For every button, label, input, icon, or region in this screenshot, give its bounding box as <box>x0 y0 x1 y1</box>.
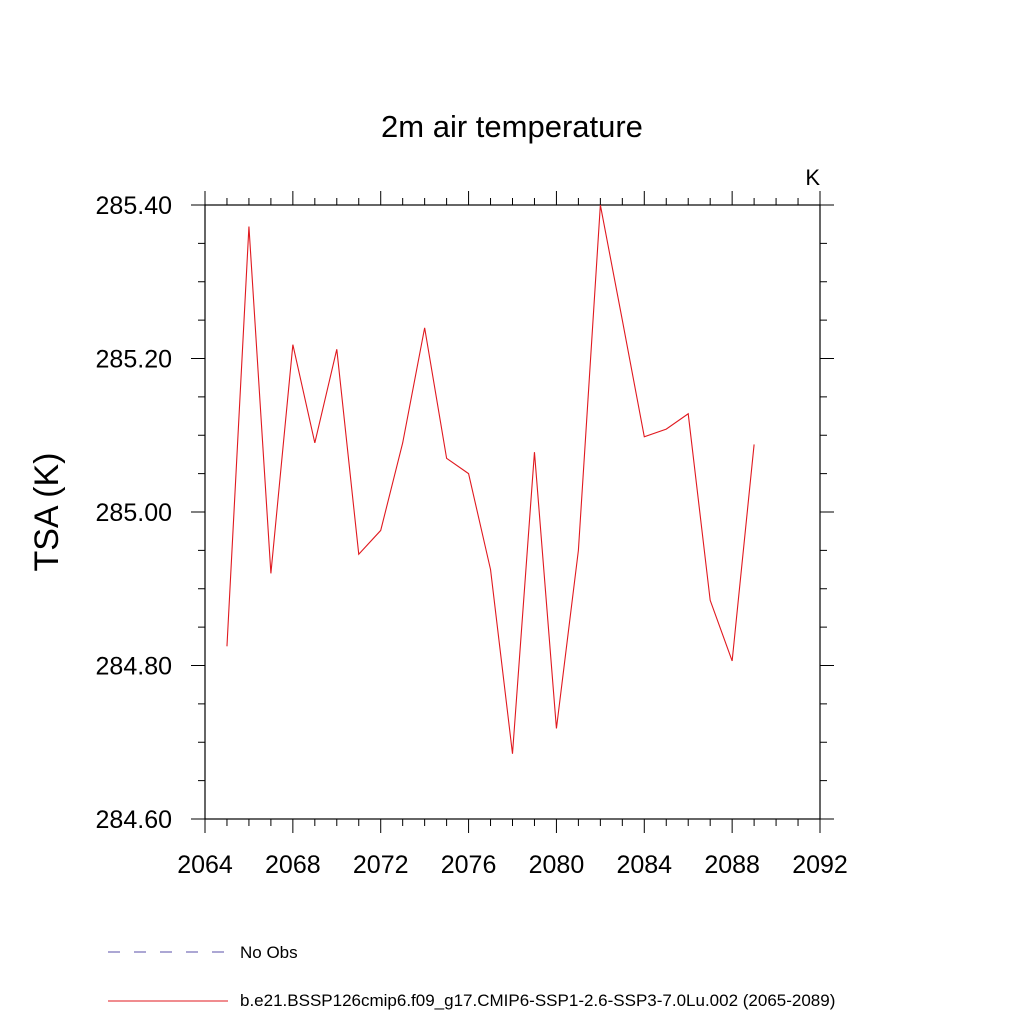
data-point <box>335 348 338 351</box>
y-ticks: 284.60 284.80 285.00 285.20 285.40 <box>96 192 834 834</box>
data-point <box>577 549 580 552</box>
data-point <box>423 326 426 329</box>
data-point <box>357 553 360 556</box>
data-point <box>445 457 448 460</box>
y-tick-label: 284.60 <box>96 806 172 834</box>
data-point <box>687 412 690 415</box>
y-tick-label: 285.20 <box>96 346 172 374</box>
y-tick-label: 285.00 <box>96 499 172 527</box>
y-tick-label: 285.40 <box>96 192 172 220</box>
data-point <box>247 225 250 228</box>
data-point <box>511 752 514 755</box>
x-tick-label: 2064 <box>177 851 233 879</box>
x-tick-label: 2084 <box>616 851 672 879</box>
chart-title: 2m air temperature <box>381 109 643 144</box>
data-point <box>489 568 492 571</box>
data-point <box>467 472 470 475</box>
data-point <box>291 343 294 346</box>
x-tick-label: 2072 <box>353 851 409 879</box>
x-tick-label: 2076 <box>441 851 497 879</box>
legend: No Obs b.e21.BSSP126cmip6.f09_g17.CMIP6-… <box>108 943 835 1010</box>
data-point <box>643 435 646 438</box>
data-point <box>269 572 272 575</box>
legend-label-model: b.e21.BSSP126cmip6.f09_g17.CMIP6-SSP1-2.… <box>240 991 835 1010</box>
x-tick-label: 2088 <box>704 851 760 879</box>
data-point <box>313 441 316 444</box>
data-point <box>665 428 668 431</box>
x-ticks: 2064 2068 2072 2076 2080 2084 2088 2092 <box>177 191 848 879</box>
data-point <box>709 599 712 602</box>
data-point <box>379 529 382 532</box>
series-layer <box>225 204 756 755</box>
data-point <box>753 443 756 446</box>
data-point <box>225 645 228 648</box>
x-tick-label: 2080 <box>529 851 585 879</box>
plot-frame <box>204 204 821 820</box>
y-tick-label: 284.80 <box>96 653 172 681</box>
legend-label-no-obs: No Obs <box>240 943 298 962</box>
data-point <box>731 659 734 662</box>
data-point <box>555 727 558 730</box>
y-axis-label: TSA (K) <box>28 452 66 571</box>
data-point <box>599 204 602 207</box>
x-tick-label: 2068 <box>265 851 321 879</box>
units-label: K <box>805 165 820 190</box>
data-point <box>621 319 624 322</box>
data-point <box>401 441 404 444</box>
x-tick-label: 2092 <box>792 851 848 879</box>
data-point <box>533 451 536 454</box>
series-line-0 <box>226 204 755 754</box>
